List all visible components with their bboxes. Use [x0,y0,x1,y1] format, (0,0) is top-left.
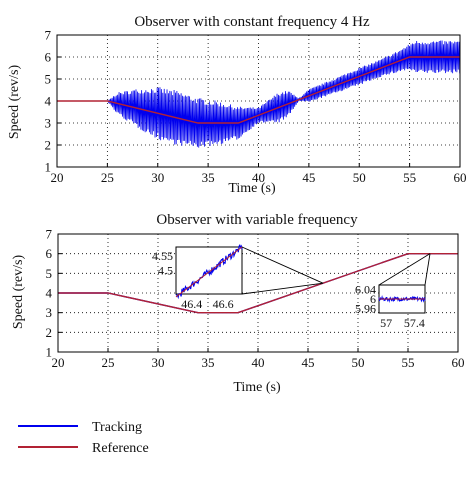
chart2-ytick-label-3: 4 [46,286,53,301]
inset1-xtick-label-0: 46.4 [181,297,202,311]
chart1-xtick-label-6: 50 [353,170,366,185]
chart1-ylabel: Speed (rev/s) [7,65,22,140]
inset1-xtick-label-1: 46.6 [213,297,234,311]
chart2-ytick-label-4: 5 [46,266,53,281]
inset2-ytick-label-0: 6.04 [355,283,376,297]
legend-label-reference: Reference [92,441,149,456]
inset2-ytick-label-2: 5.96 [355,301,376,315]
inset2-connector-top [378,253,431,286]
chart1-ytick-label-6: 7 [45,28,52,43]
chart1-ytick-label-2: 3 [45,116,52,131]
chart2-xtick-label-5: 45 [302,355,315,370]
chart2-xtick-label-6: 50 [352,355,365,370]
chart1-ytick-label-1: 2 [45,138,52,153]
chart2-xtick-label-7: 55 [402,355,415,370]
chart1-xtick-label-7: 55 [403,170,416,185]
chart2-ytick-label-6: 7 [46,227,53,242]
inset2-series-tracking [378,294,426,303]
chart1-xtick-label-0: 20 [51,170,64,185]
chart2-xtick-label-0: 20 [52,355,65,370]
inset2-ytick-label-1: 6 [370,292,376,306]
chart1-ytick-label-4: 5 [45,72,52,87]
chart2-plot-frame [57,233,459,353]
chart1-xtick-label-2: 30 [151,170,164,185]
chart2-ylabel: Speed (rev/s) [11,255,26,330]
chart2-ytick-label-2: 3 [46,305,53,320]
inset1-connector-bottom [241,282,324,295]
chart2-xtick-label-2: 30 [152,355,165,370]
chart1-xtick-label-8: 60 [454,170,467,185]
inset2-xtick-label-0: 57 [380,316,392,330]
chart1-xlabel: Time (s) [228,181,276,196]
inset2-connector-bottom [424,253,431,286]
chart2-xtick-label-3: 35 [202,355,215,370]
chart1-series-reference [57,56,460,124]
chart1-xtick-label-4: 40 [252,170,265,185]
chart1-xtick-label-3: 35 [202,170,215,185]
chart2-ytick-label-1: 2 [46,325,53,340]
inset2-xtick-label-1: 57.4 [404,316,425,330]
legend: Tracking Reference [18,420,149,456]
chart1-xtick-label-1: 25 [101,170,114,185]
chart2-xtick-label-1: 25 [102,355,115,370]
chart2-xlabel: Time (s) [233,380,281,395]
inset1-ytick-label-0: 4.55 [152,249,173,263]
chart2-xtick-label-8: 60 [452,355,465,370]
chart1-ytick-label-5: 6 [45,50,52,65]
chart1-ytick-label-0: 1 [45,160,52,175]
chart1-title: Observer with constant frequency 4 Hz [134,14,370,30]
chart1-plot-frame [56,34,461,168]
chart2-ytick-label-0: 1 [46,345,53,360]
legend-label-tracking: Tracking [92,420,142,435]
chart1-ytick-label-3: 4 [45,94,52,109]
inset1-series-reference [175,246,243,298]
inset1-connector-top [241,246,324,284]
chart2-series-reference [58,252,458,314]
inset1-series-tracking [175,243,243,300]
chart1-xtick-label-5: 45 [302,170,315,185]
chart2-xtick-label-4: 40 [252,355,265,370]
inset1-ytick-label-1: 4.5 [158,264,173,278]
chart2-ytick-label-5: 6 [46,246,53,261]
chart2-title: Observer with variable frequency [156,212,358,228]
